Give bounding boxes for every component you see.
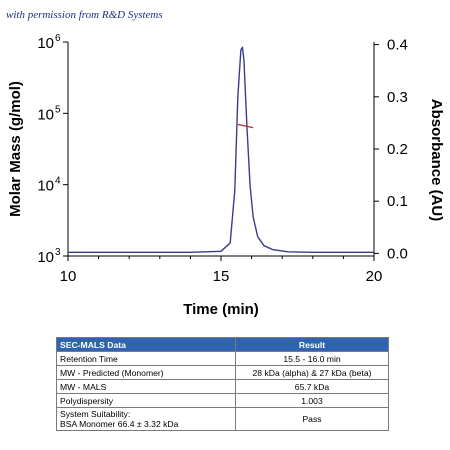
y-left-tick-exponent: 5 <box>55 104 61 115</box>
y-left-tick-exponent: 4 <box>55 176 61 187</box>
table-row: MW - Predicted (Monomer) 28 kDa (alpha) … <box>56 365 389 380</box>
y-right-tick-label: 0.4 <box>387 37 408 54</box>
y-right-tick-label: 0.0 <box>387 245 408 262</box>
row-label: Retention Time <box>56 351 236 366</box>
table-row: Retention Time 15.5 - 16.0 min <box>56 351 389 366</box>
x-axis-title: Time (min) <box>183 301 259 318</box>
row-label-line: System Suitability: <box>60 409 131 419</box>
y-right-axis-title: Absorbance (AU) <box>428 99 445 222</box>
y-left-tick-exponent: 3 <box>55 247 61 258</box>
plot-frame <box>68 42 374 256</box>
x-tick-label: 10 <box>60 268 77 285</box>
row-value: 65.7 kDa <box>235 379 389 394</box>
table-row: Polydispersity 1.003 <box>56 393 389 408</box>
y-right-tick-label: 0.3 <box>387 89 408 106</box>
table-row: System Suitability: BSA Monomer 66.4 ± 3… <box>56 407 389 431</box>
row-value: 15.5 - 16.0 min <box>235 351 389 366</box>
row-label: Polydispersity <box>56 393 236 408</box>
x-tick-label: 15 <box>213 268 230 285</box>
y-left-tick-label: 10 <box>37 178 54 195</box>
table-header-data: SEC-MALS Data <box>56 337 236 352</box>
molar-mass-trace <box>237 123 254 129</box>
table-header-row: SEC-MALS Data Result <box>56 337 389 352</box>
table-row: MW - MALS 65.7 kDa <box>56 379 389 394</box>
sec-mals-results-table: SEC-MALS Data Result Retention Time 15.5… <box>56 337 389 431</box>
absorbance-trace <box>68 46 374 254</box>
y-left-tick-label: 10 <box>37 106 54 123</box>
y-right-tick-label: 0.1 <box>387 193 408 210</box>
row-label: MW - Predicted (Monomer) <box>56 365 236 380</box>
row-label: System Suitability: BSA Monomer 66.4 ± 3… <box>56 407 236 431</box>
row-label-line: BSA Monomer 66.4 ± 3.32 kDa <box>60 419 179 429</box>
row-value: Pass <box>235 407 389 431</box>
row-label: MW - MALS <box>56 379 236 394</box>
y-right-tick-label: 0.2 <box>387 141 408 158</box>
row-value: 1.003 <box>235 393 389 408</box>
x-tick-label: 20 <box>366 268 383 285</box>
credit-note: with permission from R&D Systems <box>6 9 163 21</box>
y-left-axis-title: Molar Mass (g/mol) <box>7 81 24 217</box>
row-value: 28 kDa (alpha) & 27 kDa (beta) <box>235 365 389 380</box>
table-header-result: Result <box>235 337 389 352</box>
y-left-tick-label: 10 <box>37 249 54 266</box>
y-left-tick-label: 10 <box>37 35 54 52</box>
y-left-tick-exponent: 6 <box>55 33 61 44</box>
